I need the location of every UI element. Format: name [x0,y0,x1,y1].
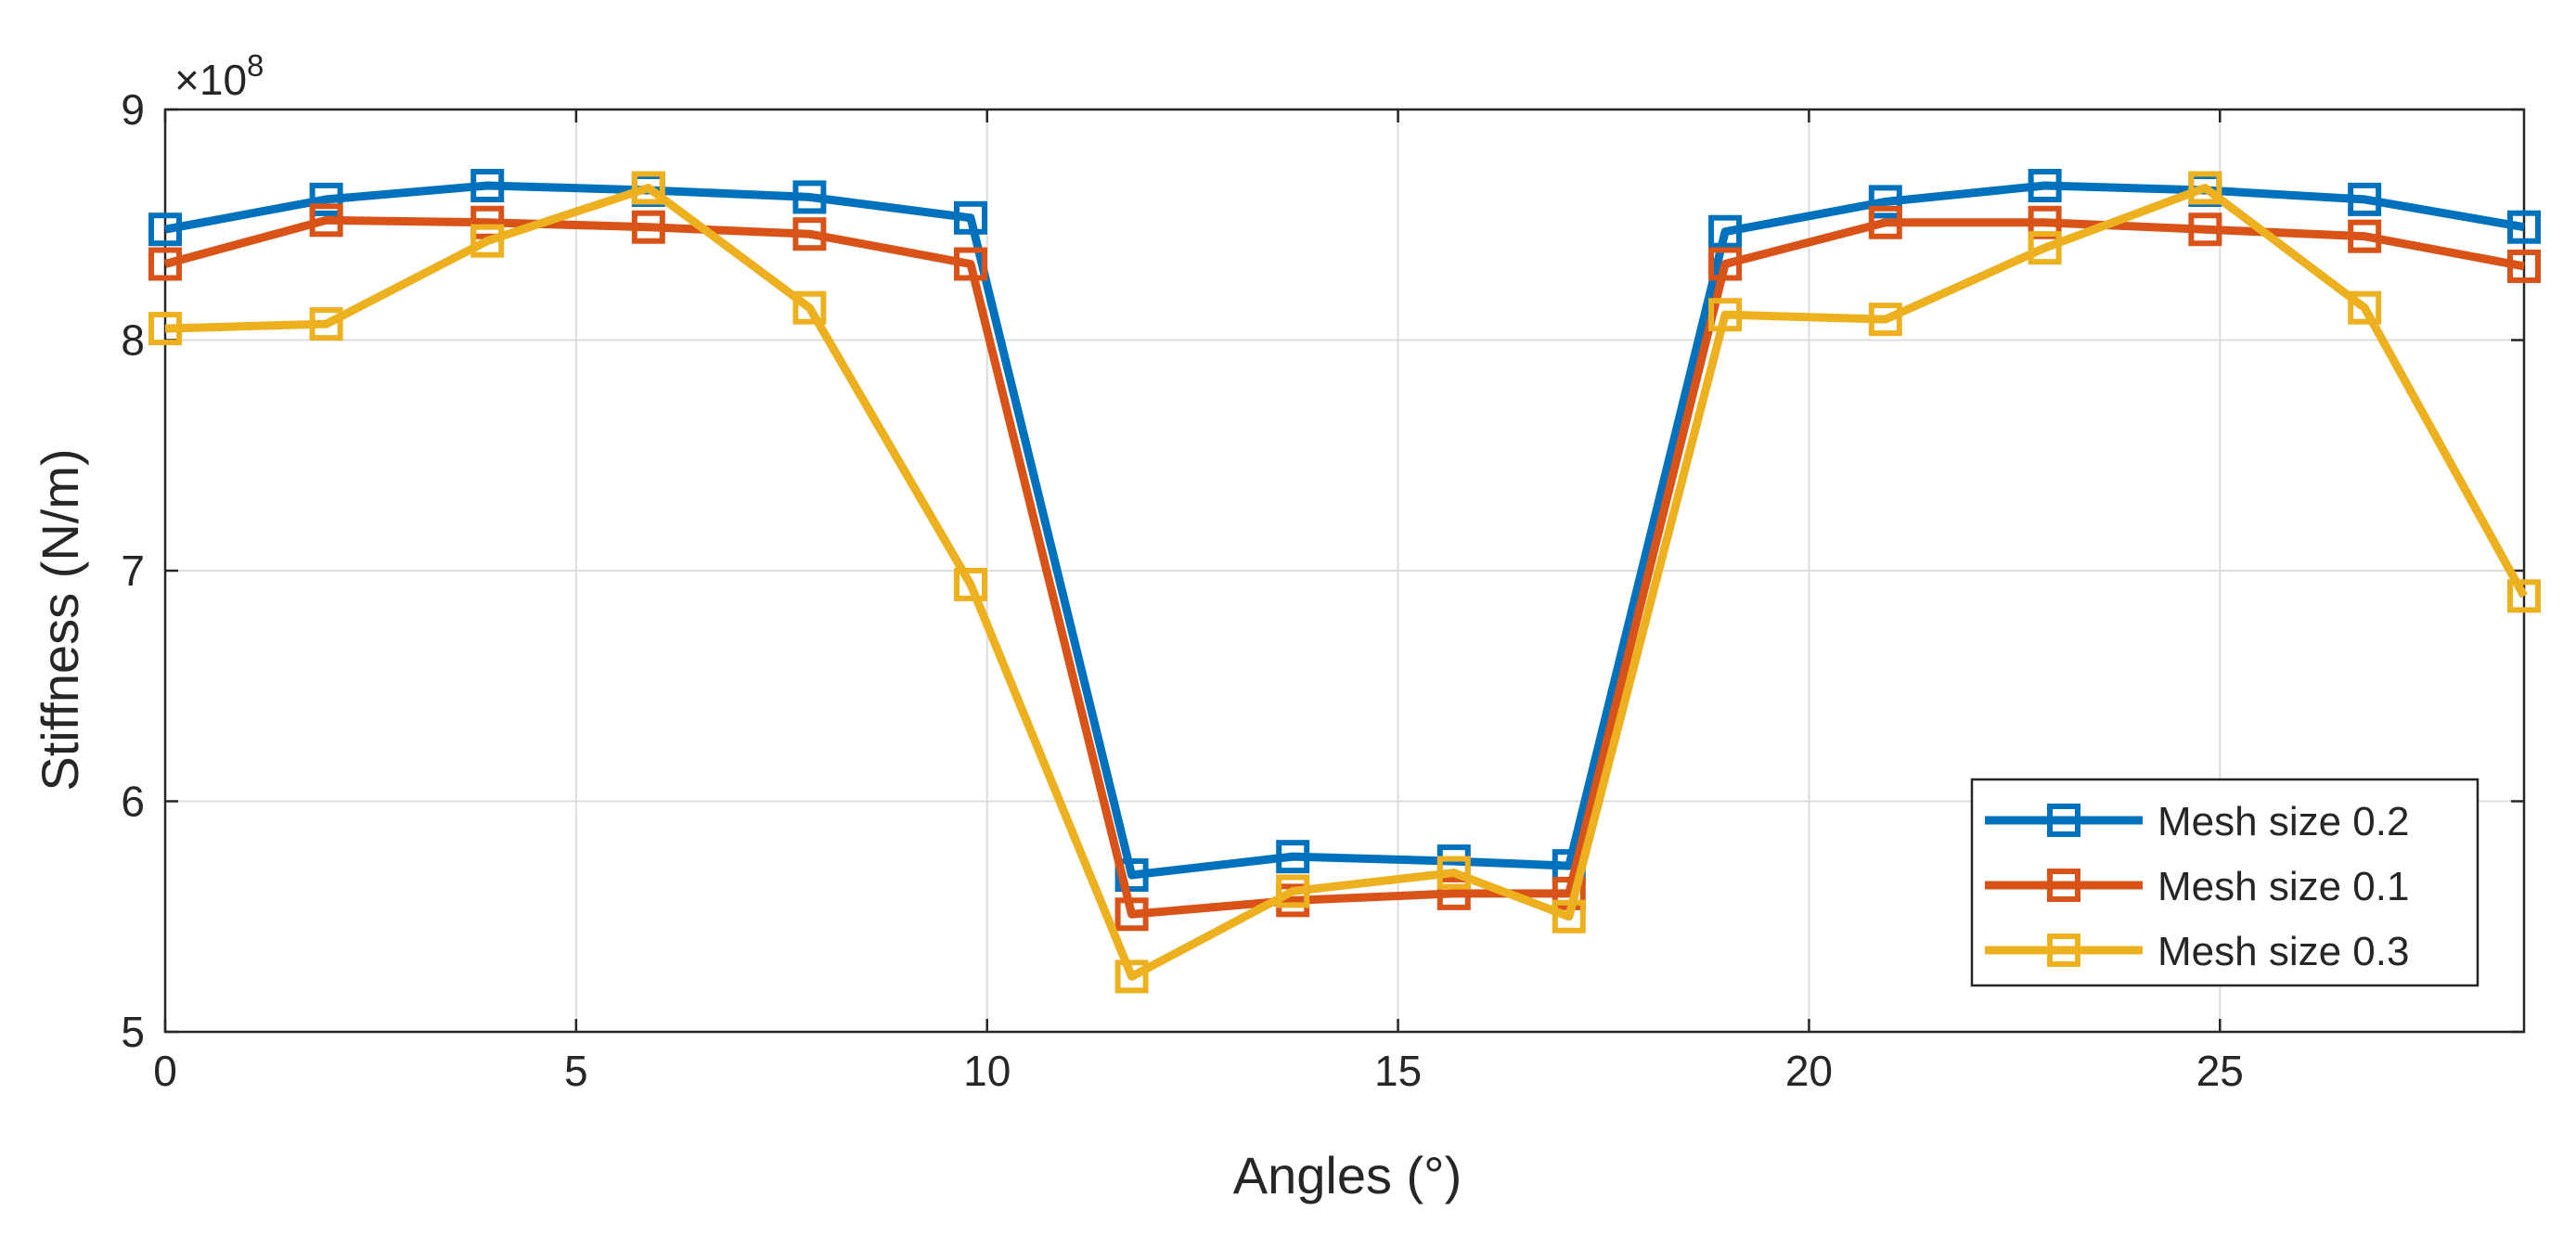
data-point-marker [792,290,827,325]
legend-swatch-marker [2047,933,2080,967]
y-tick-label: 5 [121,1008,145,1056]
data-point-marker [1708,247,1743,281]
series-line [164,183,2528,981]
legend-item: Mesh size 0.1 [1985,864,2409,909]
data-point-marker [1276,840,1310,874]
x-tick-label: 15 [1374,1047,1422,1095]
data-point-marker [2188,171,2222,205]
x-tick-label: 20 [1785,1047,1833,1095]
data-point-marker [148,212,182,247]
data-point-marker [309,307,343,341]
data-point-marker [148,247,182,281]
data-point-marker [631,171,665,205]
data-point-marker [954,247,987,281]
data-point-marker [954,200,987,235]
x-tick-label: 25 [2196,1047,2244,1095]
y-tick-label: 9 [121,85,145,134]
data-point-marker [1708,214,1743,249]
data-point-marker [1276,874,1310,908]
data-point-marker [2348,219,2382,253]
series-line [164,181,2525,880]
axes [163,108,2526,1034]
data-point-marker [792,217,827,251]
data-point-marker [1436,856,1471,890]
legend-swatch-marker [2047,804,2080,837]
data-point-marker [309,203,343,238]
y-tick-label: 6 [121,778,145,826]
y-axis-multiplier-base: ×10 [174,56,247,104]
legend-item: Mesh size 0.3 [1985,929,2409,974]
legend-item: Mesh size 0.2 [1985,799,2409,844]
data-point-marker [954,567,987,601]
data-point-marker [1868,205,1902,239]
series-layer [148,169,2541,994]
series-2 [148,203,2541,932]
data-point-marker [2028,169,2062,203]
data-point-marker [1436,876,1471,910]
data-point-marker [2507,249,2541,283]
legend-swatch-marker [2047,869,2080,902]
y-axis-label: Stiffness (N/m) [31,448,89,791]
data-point-marker [792,180,827,214]
data-point-marker [631,210,665,244]
y-tick-label: 8 [121,316,145,365]
data-point-marker [2348,182,2382,216]
legend-label: Mesh size 0.1 [2157,864,2409,909]
data-point-marker [2188,212,2222,247]
data-point-marker [2348,290,2382,325]
data-point-marker [148,312,182,346]
legend-label: Mesh size 0.2 [2157,799,2409,844]
x-tick-label: 5 [564,1047,588,1095]
data-point-marker [1868,303,1902,337]
data-point-marker [2507,579,2541,613]
data-point-marker [1552,899,1586,933]
series-3 [148,171,2541,994]
data-point-marker [1114,959,1149,994]
x-tick-label: 0 [153,1047,177,1095]
y-axis-multiplier-exponent: 8 [247,48,264,83]
legend-label: Mesh size 0.3 [2157,929,2409,974]
x-tick-label: 10 [963,1047,1011,1095]
data-point-marker [470,169,505,203]
data-point-marker [2507,210,2541,244]
data-point-marker [309,182,343,216]
series-line [163,215,2525,919]
data-point-marker [2028,231,2062,265]
data-point-marker [470,224,505,258]
y-tick-label: 7 [121,547,145,595]
data-point-marker [1708,298,1743,332]
x-axis-label: Angles (°) [1233,1146,1462,1204]
data-point-marker [1114,897,1149,932]
data-point-marker [470,205,505,239]
data-point-marker [1868,185,1902,219]
legend: Mesh size 0.2 Mesh size 0.1 Mesh size 0.3 [1970,778,2479,987]
y-axis-multiplier: ×108 [174,48,264,104]
